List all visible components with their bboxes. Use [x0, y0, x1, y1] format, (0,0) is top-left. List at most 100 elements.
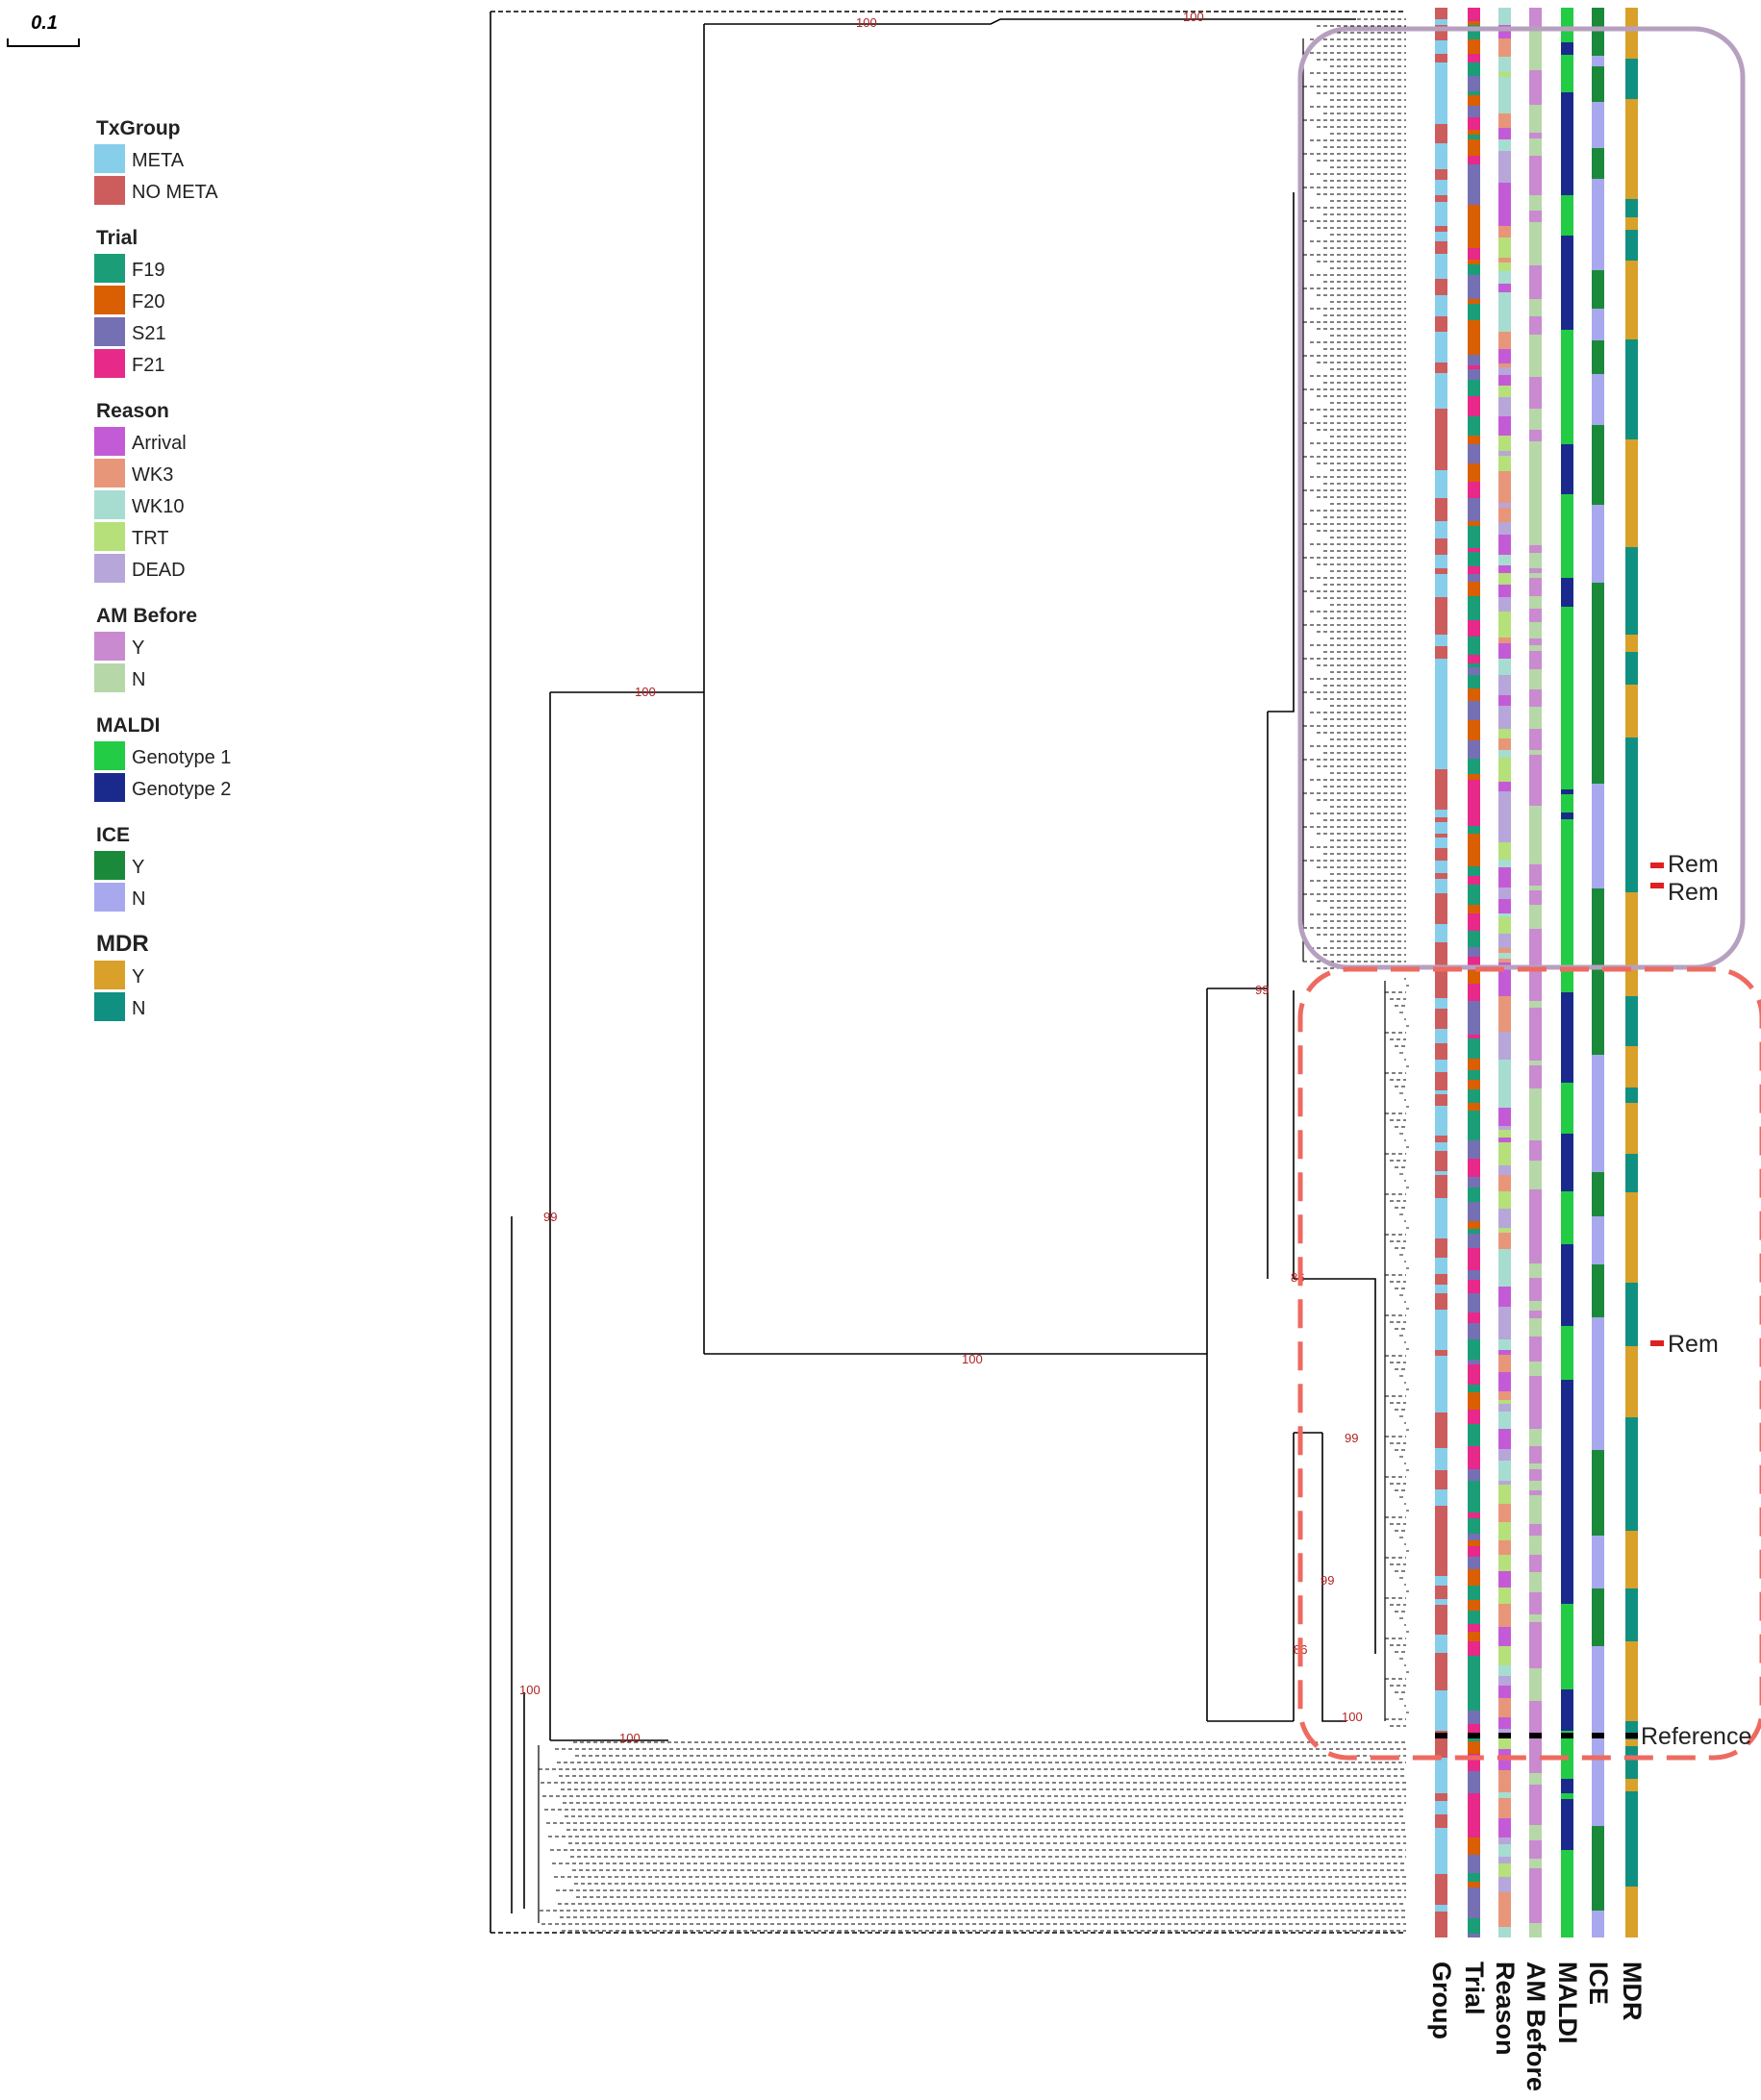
scale-bar: 0.1: [7, 12, 80, 47]
strip-cell-am-before: [1529, 1840, 1542, 1859]
strip-cell-trial: [1468, 351, 1480, 355]
strip-cell-group: [1435, 1350, 1447, 1356]
strip-cell-reason: [1498, 899, 1511, 913]
strip-cell-reason: [1498, 940, 1511, 948]
strip-cell-am-before: [1529, 1773, 1542, 1779]
strip-cell-maldi: [1561, 444, 1573, 494]
strip-cell-am-before: [1529, 283, 1542, 299]
strip-cell-trial: [1468, 1557, 1480, 1569]
strip-cell-reason: [1498, 1844, 1511, 1857]
strip-cell-ice: [1592, 1750, 1604, 1783]
strip-cell-trial: [1468, 1771, 1480, 1788]
strip-cell-mdr: [1625, 907, 1638, 912]
bootstrap-label: 100: [1183, 10, 1204, 24]
strip-cell-reason: [1498, 386, 1511, 397]
strip-cell-ice: [1592, 1579, 1604, 1588]
strip-cell-am-before: [1529, 1894, 1542, 1909]
strip-cell-reason: [1498, 316, 1511, 332]
strip-cell-am-before: [1529, 936, 1542, 953]
strip-cell-reason: [1498, 782, 1511, 791]
legend-item-label: Y: [132, 638, 144, 659]
strip-cell-group: [1435, 635, 1447, 641]
strip-cell-am-before: [1529, 1929, 1542, 1938]
strip-cell-mdr: [1625, 834, 1638, 892]
strip-cell-group: [1435, 62, 1447, 77]
legend-swatch: [94, 459, 125, 488]
strip-cell-trial: [1468, 1934, 1480, 1938]
strip-cell-reason: [1498, 867, 1511, 888]
strip-cell-maldi: [1561, 236, 1573, 246]
strip-cell-reason: [1498, 339, 1511, 349]
strip-cell-reason: [1498, 1461, 1511, 1481]
strip-cell-am-before: [1529, 1785, 1542, 1805]
legend-item-label: TRT: [132, 528, 169, 549]
strip-cell-mdr: [1625, 594, 1638, 620]
strip-cell-reason: [1498, 1792, 1511, 1798]
strip-cell-mdr: [1625, 1779, 1638, 1791]
strip-cell-reason: [1498, 8, 1511, 25]
strip-cell-reason: [1498, 292, 1511, 309]
strip-cell-group: [1435, 1843, 1447, 1855]
strip-cell-am-before: [1529, 1253, 1542, 1263]
strip-cell-reason: [1498, 1823, 1511, 1829]
strip-cell-reason: [1498, 1892, 1511, 1912]
strip-cell-reason: [1498, 1540, 1511, 1555]
strip-cell-am-before: [1529, 8, 1542, 28]
strip-cell-trial: [1468, 1339, 1480, 1360]
strip-cell-group: [1435, 1586, 1447, 1599]
strip-cell-am-before: [1529, 522, 1542, 538]
strip-cell-trial: [1468, 526, 1480, 536]
strip-cell-group: [1435, 241, 1447, 246]
strip-cell-ice: [1592, 1392, 1604, 1450]
strip-cell-am-before: [1529, 1668, 1542, 1688]
strip-cell-mdr: [1625, 1468, 1638, 1477]
strip-cell-trial: [1468, 834, 1480, 849]
strip-cell-mdr: [1625, 217, 1638, 230]
strip-cell-reason: [1498, 262, 1511, 271]
strip-cell-am-before: [1529, 755, 1542, 775]
strip-cell-ice: [1592, 1097, 1604, 1118]
strip-cell-trial: [1468, 688, 1480, 696]
strip-cell-trial: [1468, 130, 1480, 135]
strip-cell-maldi: [1561, 1481, 1573, 1514]
strip-cell-group: [1435, 555, 1447, 568]
bootstrap-label: 100: [856, 15, 877, 30]
legend-swatch: [94, 522, 125, 551]
strip-cell-am-before: [1529, 1914, 1542, 1923]
strip-cell-mdr: [1625, 151, 1638, 155]
strip-cell-ice: [1592, 784, 1604, 808]
strip-cell-reason: [1498, 1429, 1511, 1449]
legend-swatch: [94, 663, 125, 692]
strip-cell-trial: [1468, 521, 1480, 526]
strip-cell-group: [1435, 1912, 1447, 1930]
rem-label: Rem: [1668, 1331, 1719, 1358]
strip-cell-mdr: [1625, 892, 1638, 907]
strip-cell-maldi: [1561, 879, 1573, 885]
strip-cell-reason: [1498, 1267, 1511, 1287]
strip-cell-maldi: [1561, 1217, 1573, 1244]
strip-cell-reason: [1498, 258, 1511, 262]
strip-cell-trial: [1468, 1202, 1480, 1221]
legend-item-label: S21: [132, 323, 166, 344]
strip-cell-am-before: [1529, 1337, 1542, 1347]
reference-marker: [1561, 1733, 1573, 1738]
strip-cell-trial: [1468, 444, 1480, 463]
strip-cell-trial: [1468, 696, 1480, 701]
strip-cell-group: [1435, 409, 1447, 416]
strip-cell-maldi: [1561, 1514, 1573, 1556]
strip-cell-group: [1435, 1782, 1447, 1793]
strip-cell-group: [1435, 373, 1447, 385]
strip-cell-group: [1435, 834, 1447, 838]
strip-cell-trial: [1468, 491, 1480, 498]
strip-cell-reason: [1498, 1249, 1511, 1255]
scale-bar-line: [7, 38, 80, 47]
strip-cell-reason: [1498, 77, 1511, 96]
strip-cell-ice: [1592, 1380, 1604, 1392]
strip-cell-ice: [1592, 1536, 1604, 1553]
tree-branch: [1268, 192, 1295, 712]
strip-cell-trial: [1468, 1888, 1480, 1902]
strip-cell-trial: [1468, 1815, 1480, 1831]
strip-cell-trial: [1468, 947, 1480, 957]
strip-cell-trial: [1468, 1364, 1480, 1385]
strip-cell-trial: [1468, 1838, 1480, 1841]
